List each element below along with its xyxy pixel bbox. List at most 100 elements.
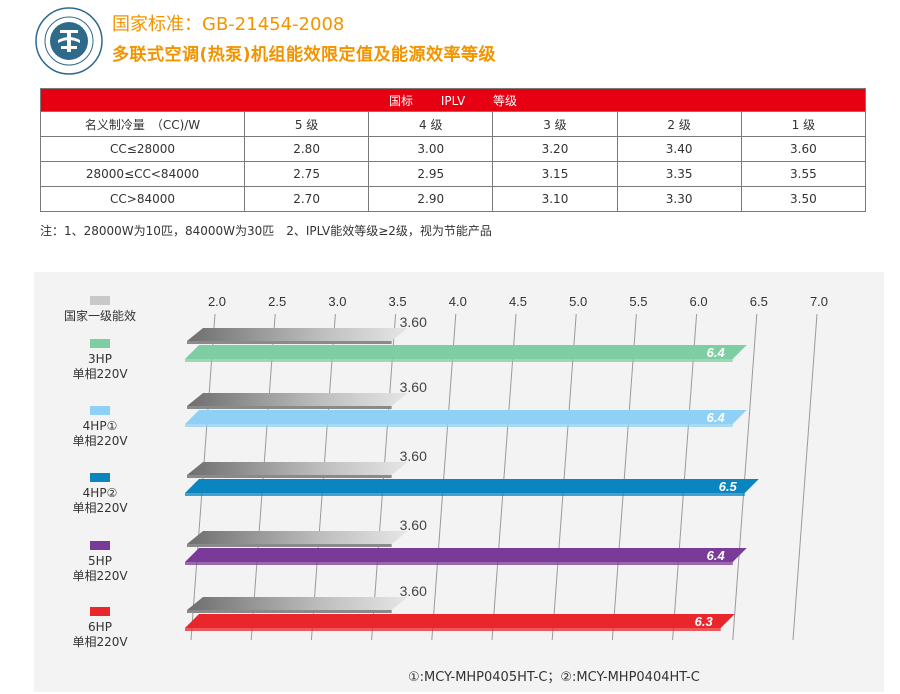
value-bar-edge: [185, 493, 745, 496]
value-bar-edge: [185, 359, 733, 362]
reference-bar-edge: [187, 475, 392, 478]
legend-label-line1: 5HP: [88, 554, 112, 568]
legend-6hp: 6HP 单相220V: [60, 607, 140, 650]
x-tick-label: 7.0: [810, 294, 828, 309]
banner-grade: 等级: [493, 93, 518, 108]
reference-bar-edge: [187, 610, 392, 613]
table-cell: 3.60: [740, 136, 867, 162]
legend-label-line2: 单相220V: [72, 501, 128, 515]
reference-value-label: 3.60: [400, 517, 427, 533]
reference-bar-edge: [187, 341, 392, 344]
table-column-headers: 名义制冷量 （CC)/W 5 级 4 级 3 级 2 级 1 级: [40, 111, 867, 137]
legend-label-line1: 6HP: [88, 620, 112, 634]
x-tick-label: 2.0: [208, 294, 226, 309]
standard-subtitle: 多联式空调(热泵)机组能效限定值及能源效率等级: [112, 45, 497, 65]
x-tick-label: 4.5: [509, 294, 527, 309]
x-tick-label: 6.5: [750, 294, 768, 309]
legend-label-line2: 单相220V: [72, 635, 128, 649]
legend-5hp: 5HP 单相220V: [60, 541, 140, 584]
legend-label-line2: 单相220V: [72, 434, 128, 448]
value-bar: [185, 614, 735, 628]
table-row: 28000≤CC<84000 2.75 2.95 3.15 3.35 3.55: [40, 161, 867, 187]
reference-bar: [187, 393, 408, 406]
column-header: 4 级: [368, 111, 494, 137]
table-banner-cell: 国标 IPLV 等级: [40, 88, 866, 112]
reference-value-label: 3.60: [400, 314, 427, 330]
legend-label-line1: 4HP②: [82, 486, 118, 500]
grid-line: [431, 313, 457, 641]
table-cell: 28000≤CC<84000: [40, 161, 245, 187]
legend-swatch-4hp-1: [90, 406, 110, 415]
legend-label-line1: 3HP: [88, 352, 112, 366]
reference-bar-edge: [187, 544, 392, 547]
table-header-banner: 国标 IPLV 等级: [40, 88, 866, 112]
legend-4hp-1: 4HP① 单相220V: [60, 406, 140, 449]
banner-standard: 国标: [388, 93, 413, 108]
table-cell: 3.40: [616, 136, 742, 162]
column-header: 3 级: [492, 111, 618, 137]
value-bar-edge: [185, 424, 733, 427]
reference-value-label: 3.60: [400, 448, 427, 464]
x-tick-label: 4.0: [449, 294, 467, 309]
table-cell: 2.90: [368, 186, 494, 212]
x-tick-label: 5.0: [569, 294, 587, 309]
model-footnote: ①:MCY-MHP0405HT-C；②:MCY-MHP0404HT-C: [408, 670, 700, 685]
value-label: 6.4: [707, 410, 726, 425]
value-label: 6.3: [695, 614, 714, 629]
reference-bar: [187, 597, 408, 610]
table-row: CC>84000 2.70 2.90 3.10 3.30 3.50: [40, 186, 867, 212]
legend-label-line1: 4HP①: [82, 419, 118, 433]
reference-bar: [187, 531, 408, 544]
table-cell: 3.00: [368, 136, 494, 162]
china-energy-conservation-logo: [35, 7, 103, 75]
legend-label-reference: 国家一级能效: [63, 309, 136, 323]
x-tick-label: 3.5: [389, 294, 407, 309]
reference-value-label: 3.60: [400, 379, 427, 395]
table-cell: 3.15: [492, 161, 618, 187]
reference-bar: [187, 462, 408, 475]
value-bar: [185, 345, 747, 359]
table-cell: 3.20: [492, 136, 618, 162]
grid-line: [551, 313, 577, 641]
grid-line: [672, 313, 698, 641]
grid-line: [792, 313, 818, 641]
table-note: 注：1、28000W为10匹，84000W为30匹 2、IPLV能效等级≥2级，…: [40, 224, 492, 238]
table-row: CC≤28000 2.80 3.00 3.20 3.40 3.60: [40, 136, 867, 162]
value-bar-edge: [185, 562, 733, 565]
banner-iplv: IPLV: [440, 93, 466, 108]
legend-4hp-2: 4HP② 单相220V: [60, 473, 140, 516]
grid-line: [611, 313, 637, 641]
reference-bar-edge: [187, 406, 392, 409]
grid-line: [491, 313, 517, 641]
table-cell: 3.50: [740, 186, 867, 212]
table-cell: 3.30: [616, 186, 742, 212]
x-tick-label: 5.5: [629, 294, 647, 309]
value-label: 6.4: [707, 345, 726, 360]
grid-line: [732, 313, 758, 641]
legend-reference: 国家一级能效: [60, 296, 140, 324]
table-cell: 3.10: [492, 186, 618, 212]
value-label: 6.5: [719, 479, 738, 494]
legend-label-line2: 单相220V: [72, 569, 128, 583]
reference-bar: [187, 328, 408, 341]
legend-swatch-4hp-2: [90, 473, 110, 482]
legend-swatch-6hp: [90, 607, 110, 616]
column-header: 1 级: [740, 111, 867, 137]
x-tick-label: 6.0: [690, 294, 708, 309]
value-label: 6.4: [707, 548, 726, 563]
value-bar: [185, 479, 759, 493]
table-cell: 3.35: [616, 161, 742, 187]
x-tick-label: 2.5: [268, 294, 286, 309]
legend-label-line2: 单相220V: [72, 367, 128, 381]
table-cell: CC≤28000: [40, 136, 245, 162]
x-tick-label: 3.0: [328, 294, 346, 309]
table-cell: 2.80: [243, 136, 370, 162]
legend-swatch-5hp: [90, 541, 110, 550]
value-bar-edge: [185, 628, 721, 631]
standard-title: 国家标准：GB-21454-2008: [112, 14, 345, 35]
value-bar: [185, 548, 747, 562]
iplv-grade-table: 国标 IPLV 等级 名义制冷量 （CC)/W 5 级 4 级 3 级 2 级 …: [40, 88, 867, 212]
legend-swatch-reference: [90, 296, 110, 305]
legend-3hp: 3HP 单相220V: [60, 339, 140, 382]
